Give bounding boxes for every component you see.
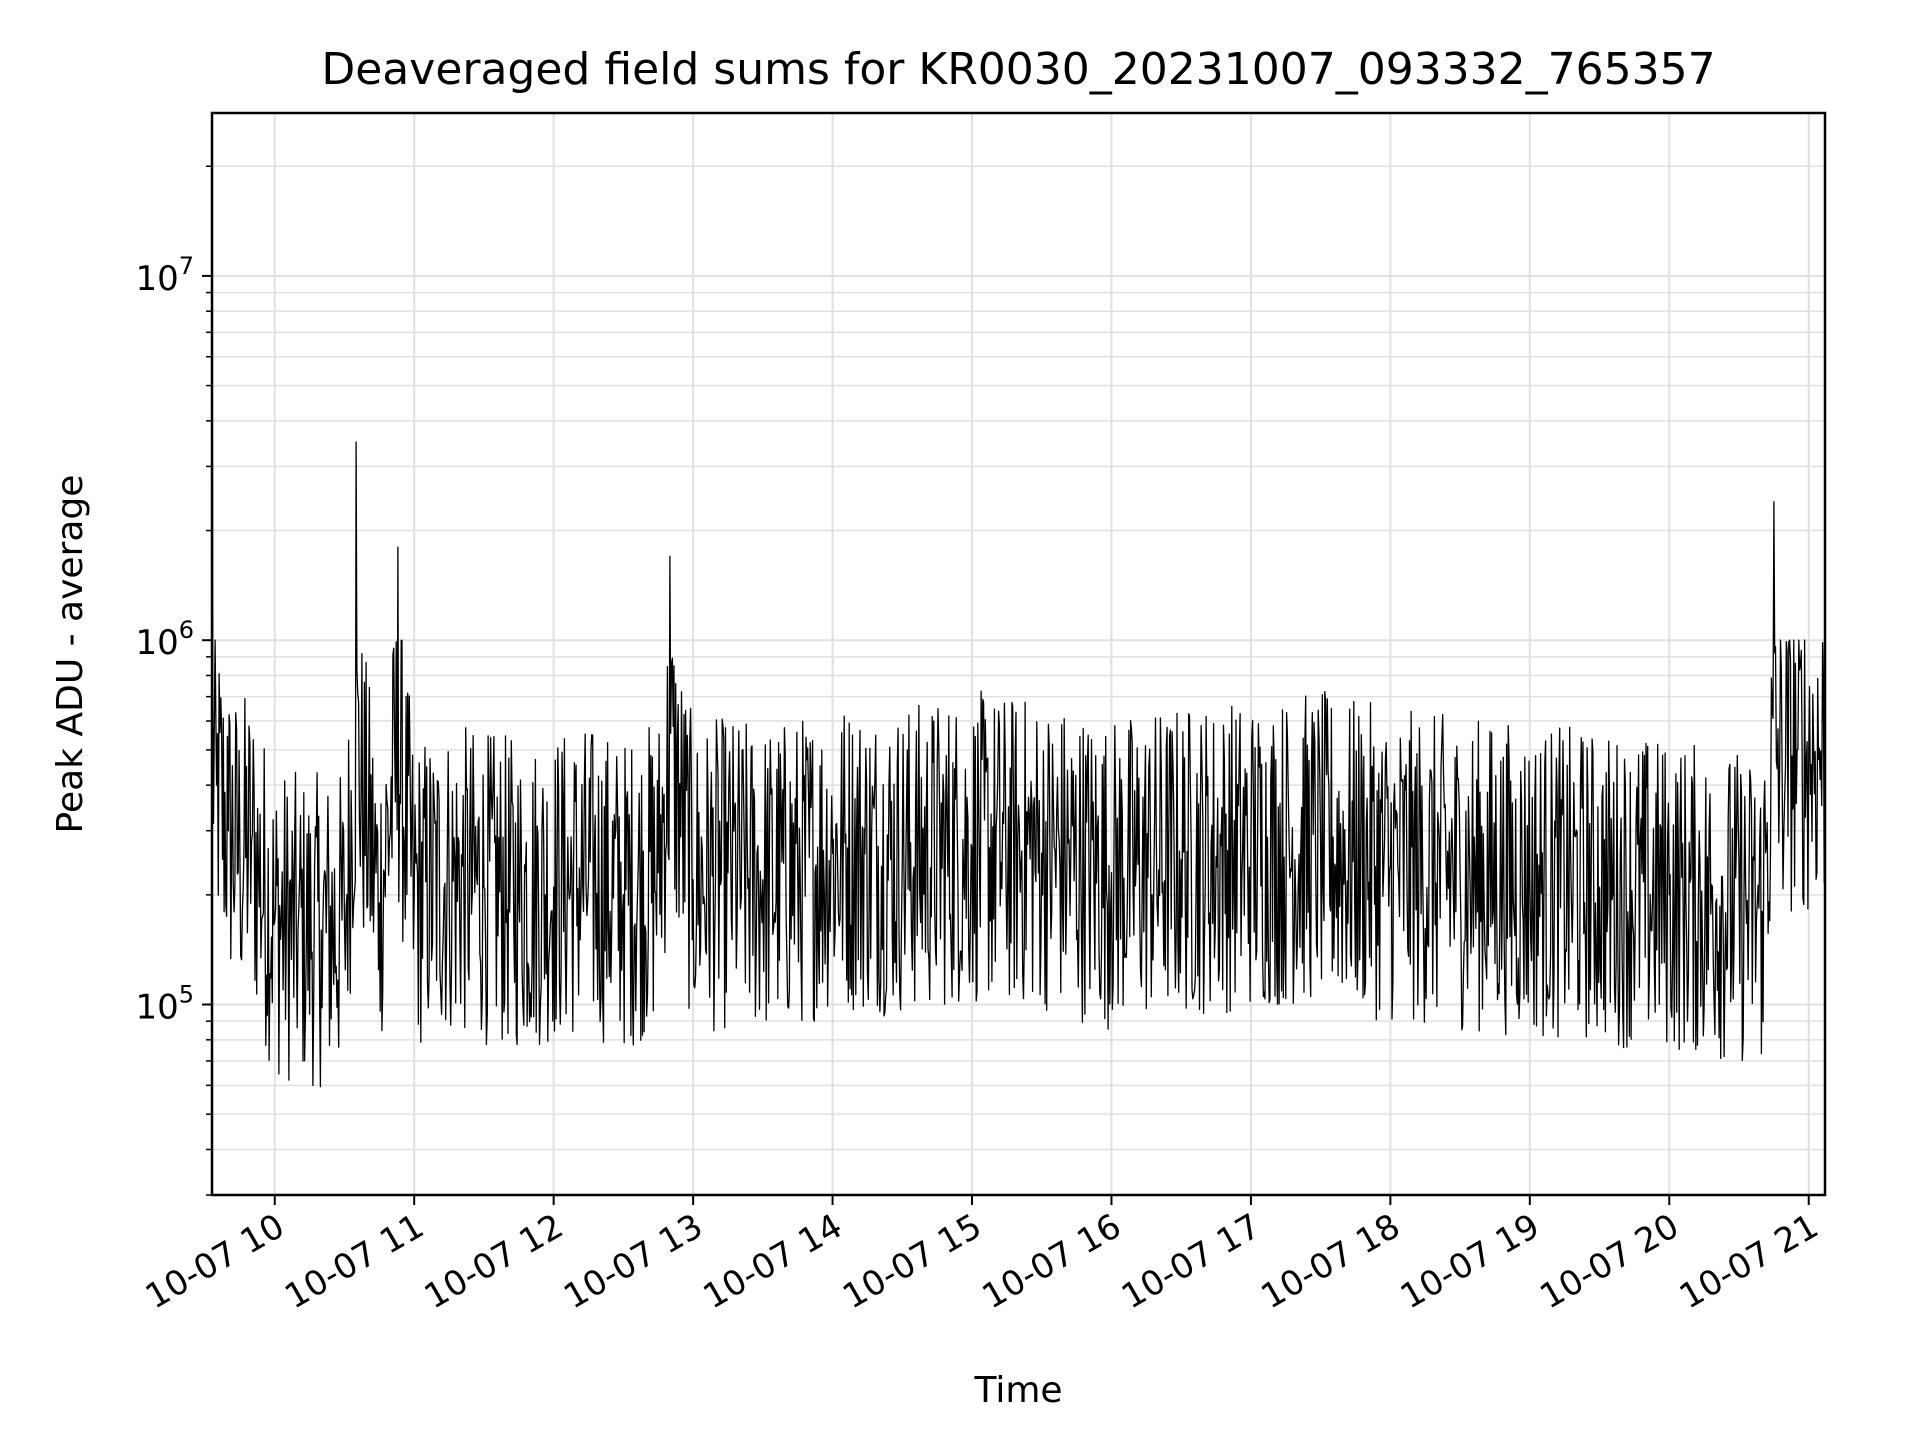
y-tick-label: 106 [135,616,194,663]
y-tick-label: 107 [135,252,194,299]
y-tick-base: 10 [135,623,178,663]
series-line [211,151,1826,1088]
grid-layer [212,113,1825,1196]
chart-title: Deaveraged field sums for KR0030_2023100… [321,44,1715,95]
y-tick-base: 10 [135,988,178,1028]
y-axis-label: Peak ADU - average [50,475,91,834]
y-tick-exponent: 6 [179,616,194,644]
plot-area-frame [210,111,1827,1197]
y-tick-exponent: 7 [179,252,194,280]
x-axis-label: Time [973,1370,1062,1411]
y-tick-exponent: 5 [179,981,194,1009]
y-tick-base: 10 [135,259,178,299]
y-tick-label: 105 [135,981,194,1028]
data-layer [211,151,1826,1088]
